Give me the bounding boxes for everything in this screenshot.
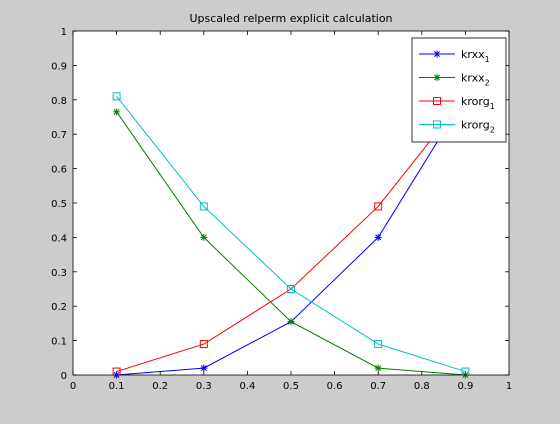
y-tick-label: 0.5 — [51, 199, 67, 210]
x-tick-label: 0.7 — [370, 381, 386, 392]
plot-frame — [72, 30, 510, 376]
x-tick-label: 1 — [506, 381, 512, 392]
legend-entry: krxx1 — [419, 48, 490, 64]
x-tick-label: 0.3 — [196, 381, 212, 392]
x-tick-label: 0.4 — [239, 381, 255, 392]
legend-marker — [433, 74, 441, 81]
legend-label: krorg1 — [461, 95, 495, 111]
y-axis-ticks: 0 0.1 0.2 0.3 0.4 0.5 0.6 0.7 0.8 0.9 1 — [51, 27, 509, 382]
y-tick-label: 0.1 — [51, 337, 67, 348]
y-tick-label: 0.2 — [51, 302, 67, 313]
data-point — [287, 285, 295, 293]
legend-marker — [433, 97, 441, 105]
legend-label-subscript: 1 — [485, 55, 490, 64]
legend-label-text: krorg — [461, 95, 490, 108]
data-point — [374, 202, 383, 211]
data-point — [199, 340, 208, 349]
y-tick-label: 0.9 — [51, 61, 67, 72]
x-tick-label: 0.9 — [457, 381, 473, 392]
series-line — [116, 96, 466, 373]
data-point — [200, 364, 208, 372]
legend-entry: krorg1 — [419, 95, 495, 111]
data-point — [374, 340, 383, 349]
x-tick-label: 0.1 — [109, 381, 125, 392]
data-point — [199, 202, 208, 211]
legend-label-text: krorg — [461, 119, 490, 132]
legend-entry: krxx2 — [419, 72, 490, 88]
data-point — [113, 108, 121, 116]
x-tick-label: 0.5 — [283, 381, 299, 392]
y-tick-label: 0.8 — [51, 96, 67, 107]
data-point — [287, 318, 295, 326]
y-tick-label: 1 — [61, 27, 67, 38]
legend-label-text: krxx — [461, 72, 485, 85]
x-tick-label: 0.6 — [327, 381, 343, 392]
legend-marker — [433, 120, 441, 129]
data-point — [200, 233, 208, 241]
legend-label-subscript: 2 — [485, 79, 490, 88]
legend-label: krorg2 — [461, 119, 495, 135]
legend-label-subscript: 2 — [490, 126, 495, 135]
data-point — [374, 233, 382, 241]
y-tick-label: 0.3 — [51, 268, 67, 279]
x-axis-ticks: 0 0.1 0.2 0.3 0.4 0.5 0.6 0.7 0.8 0.9 1 — [70, 31, 512, 392]
legend-entry: krorg2 — [419, 119, 495, 135]
y-tick-label: 0.6 — [51, 165, 67, 176]
legend-label-subscript: 1 — [490, 102, 495, 111]
chart-title: Upscaled relperm explicit calculation — [189, 12, 392, 25]
x-tick-label: 0.8 — [414, 381, 430, 392]
data-point — [112, 92, 121, 101]
x-tick-label: 0 — [70, 381, 76, 392]
legend-label: krxx1 — [461, 48, 490, 64]
y-tick-label: 0 — [61, 371, 67, 382]
legend-label: krxx2 — [461, 72, 490, 88]
x-tick-label: 0.2 — [152, 381, 168, 392]
legend-label-text: krxx — [461, 48, 485, 61]
data-point — [374, 364, 382, 372]
legend-marker — [433, 50, 441, 58]
series-krorg-2 — [112, 92, 470, 376]
y-tick-label: 0.7 — [51, 130, 67, 141]
y-tick-label: 0.4 — [51, 233, 67, 244]
